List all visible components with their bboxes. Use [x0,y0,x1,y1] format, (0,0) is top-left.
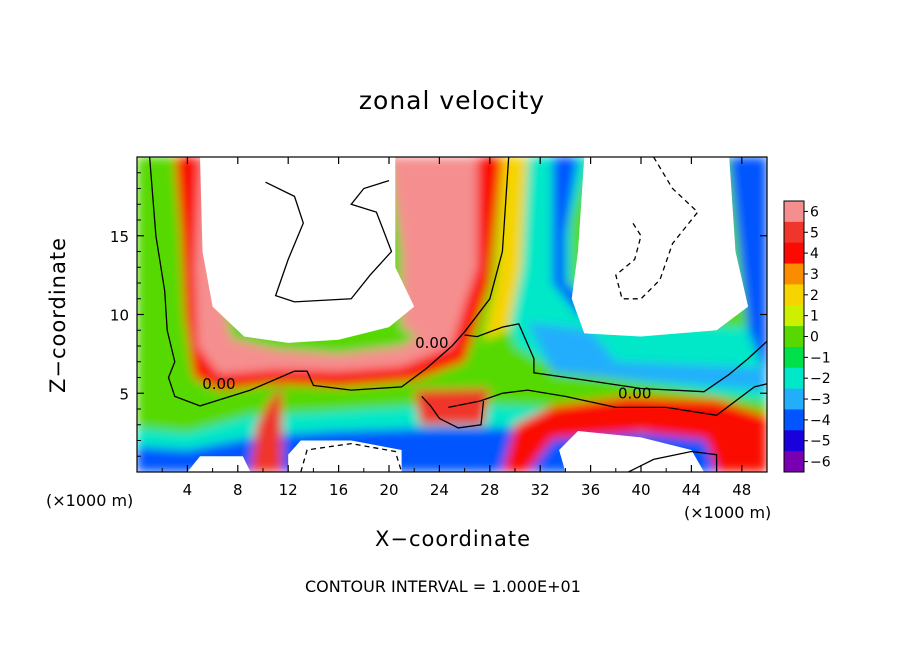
y-tick-label: 10 [110,307,129,325]
colorbar-label: −2 [810,371,831,387]
colorbar-label: −3 [810,392,831,408]
contour-zero-right [464,323,767,393]
field-left-plume [250,385,282,472]
field-right-jet [527,322,767,391]
colorbar-swatch [784,221,804,244]
x-tick-label: 4 [183,481,193,499]
field-center-jet [389,157,478,339]
colorbar-label: 6 [810,204,819,220]
contour-interval-note: CONTOUR INTERVAL = 1.000E+01 [305,577,581,596]
colorbar-swatch [784,346,804,369]
contour-label: 0.00 [202,375,235,393]
colorbar-swatch [784,367,804,390]
field-right-edge [729,157,767,378]
colorbar-swatch [784,284,804,306]
colorbar-label: 0 [810,330,819,346]
colorbar-swatch [784,263,804,285]
x-tick-label: 40 [631,481,650,499]
x-unit-label-right: (×1000 m) [684,503,772,522]
x-tick-label: 32 [531,481,550,499]
colorbar-label: 5 [810,225,819,241]
colorbar-swatch [784,409,804,431]
contour-lines: 0.00 0.00 0.00 [148,157,767,472]
contour-label: 0.00 [415,334,448,352]
x-axis-label: X−coordinate [375,527,531,551]
contour-zero-lower [448,383,767,416]
x-tick-label: 36 [581,481,600,499]
field-white-lower-mid [288,440,402,472]
x-tick-label: 16 [329,481,348,499]
field-white-lower-right [559,431,704,472]
colorbar-label: 3 [810,267,819,283]
colorbar-label: 4 [810,246,819,262]
x-tick-label: 12 [279,481,298,499]
y-tick-label: 15 [110,228,129,246]
chart-title: zonal velocity [358,86,546,115]
x-tick-label: 20 [379,481,398,499]
colorbar-swatch [784,451,804,473]
field-white-lower-left [187,456,251,472]
x-tick-label: 8 [233,481,243,499]
x-tick-label: 24 [430,481,449,499]
field-white-upper-right [571,157,749,337]
y-tick-label: 5 [119,385,129,403]
contour-lower-right [628,450,718,472]
contour-label: 0.00 [618,384,651,402]
colorbar-label: −4 [810,413,831,429]
field-upper-right-core [552,157,641,318]
x-tick-label: 28 [480,481,499,499]
colorbar-swatch [784,201,804,223]
colorbar-swatch [784,242,804,265]
colorbar-label: −5 [810,434,831,450]
field-corner-jet [704,412,767,472]
contour-dashed-right [615,157,699,300]
contour-upper-white [265,179,393,303]
colorbar-swatch [784,305,804,327]
x-unit-label-left: (×1000 m) [46,491,134,510]
colorbar-label: −6 [810,455,831,471]
field-lower-right-jet [502,396,767,472]
field-white-upper-left [200,157,415,343]
colorbar-swatch [784,326,804,348]
field-center-shear [483,157,528,340]
colorbar-label: 1 [810,309,819,325]
colorbar-swatch [784,388,804,410]
colorbar-label: 2 [810,288,819,304]
x-tick-label: 44 [682,481,701,499]
colorbar-swatch [784,430,804,452]
contour-zero-main [148,157,510,407]
colorbar: 6 5 4 3 2 1 0 −1 −2 −3 −4 −5 −6 [783,200,831,473]
velocity-field [137,157,767,472]
x-tick-label: 48 [732,481,751,499]
contour-dashed-lower [300,442,403,472]
contour-blob [421,395,485,429]
colorbar-label: −1 [810,350,831,366]
